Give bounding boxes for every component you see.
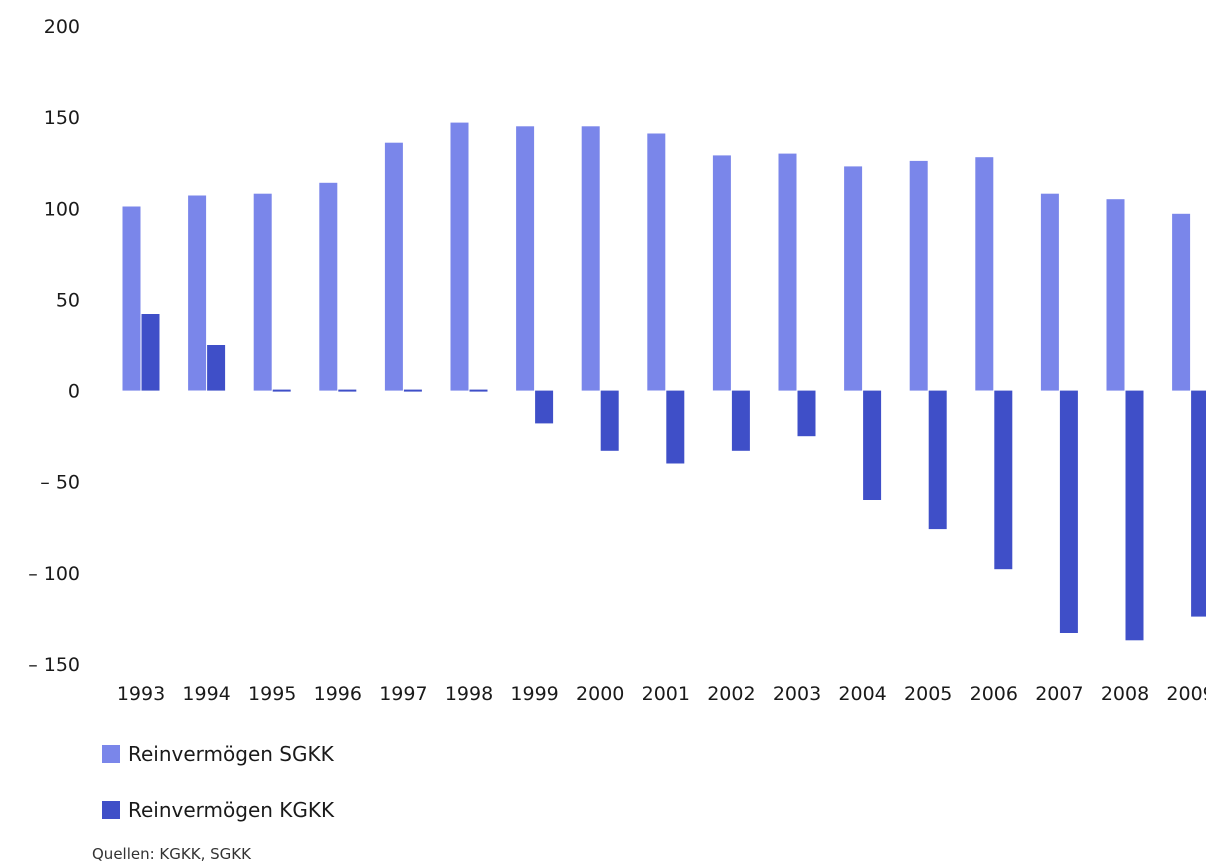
x-tick-label: 1998: [445, 683, 493, 705]
y-tick-label: – 50: [40, 472, 80, 494]
x-tick-label: 2009: [1166, 683, 1206, 705]
bar-kgkk-1993: [141, 314, 160, 391]
y-tick-label: 50: [56, 289, 80, 311]
bar-sgkk-2007: [1040, 193, 1059, 391]
bar-kgkk-1999: [535, 390, 554, 424]
bar-kgkk-2001: [666, 390, 685, 464]
bar-sgkk-1995: [253, 193, 272, 391]
x-tick-label: 1999: [510, 683, 558, 705]
bar-sgkk-2000: [581, 126, 600, 391]
bar-sgkk-1994: [188, 195, 207, 391]
bar-kgkk-1996: [338, 389, 357, 392]
y-tick-label: 100: [44, 198, 80, 220]
y-tick-label: 150: [44, 107, 80, 129]
bar-kgkk-2004: [863, 390, 882, 500]
y-tick-label: – 150: [28, 654, 80, 676]
x-tick-label: 1993: [117, 683, 165, 705]
y-tick-label: 200: [44, 16, 80, 38]
bar-sgkk-2003: [778, 153, 797, 391]
bar-kgkk-2008: [1125, 390, 1144, 641]
bar-kgkk-1998: [469, 389, 488, 392]
bar-kgkk-2006: [994, 390, 1013, 570]
legend-swatch-kgkk: [102, 801, 120, 819]
bar-kgkk-2003: [797, 390, 816, 437]
x-axis-ticks: 1993 1994 1995 1996 1997 1998 1999 2000 2001 2002…: [117, 683, 1206, 705]
bar-sgkk-1999: [516, 126, 535, 391]
legend-item-sgkk: Reinvermögen SGKK: [102, 738, 334, 770]
legend-label-sgkk: Reinvermögen SGKK: [128, 742, 334, 766]
bar-sgkk-1996: [319, 182, 338, 391]
bar-sgkk-2002: [712, 155, 731, 391]
chart-bars: [122, 122, 1206, 641]
bar-sgkk-2006: [975, 157, 994, 391]
x-tick-label: 2000: [576, 683, 624, 705]
x-tick-label: 2003: [773, 683, 821, 705]
x-tick-label: 1997: [379, 683, 427, 705]
x-tick-label: 2004: [838, 683, 886, 705]
bar-sgkk-2001: [647, 133, 666, 391]
bar-sgkk-2008: [1106, 199, 1125, 391]
x-tick-label: 2006: [970, 683, 1018, 705]
bar-kgkk-2002: [731, 390, 750, 451]
bar-kgkk-1995: [272, 389, 291, 392]
bar-kgkk-1997: [403, 389, 422, 392]
x-tick-label: 2002: [707, 683, 755, 705]
y-tick-label: – 100: [28, 563, 80, 585]
x-tick-label: 2001: [642, 683, 690, 705]
x-tick-label: 1994: [182, 683, 230, 705]
bar-kgkk-1994: [207, 345, 226, 391]
bar-kgkk-2007: [1059, 390, 1078, 633]
x-tick-label: 2007: [1035, 683, 1083, 705]
legend: Reinvermögen SGKK Reinvermögen KGKK: [102, 738, 334, 850]
y-tick-label: 0: [68, 381, 80, 403]
x-tick-label: 1996: [314, 683, 362, 705]
source-note: Quellen: KGKK, SGKK: [92, 845, 251, 863]
bar-kgkk-2009: [1191, 390, 1206, 617]
bar-sgkk-1997: [384, 142, 403, 391]
legend-label-kgkk: Reinvermögen KGKK: [128, 798, 335, 822]
bar-kgkk-2005: [928, 390, 947, 530]
bar-kgkk-2000: [600, 390, 619, 451]
bar-sgkk-2009: [1172, 213, 1191, 391]
bar-sgkk-2005: [909, 160, 928, 391]
bar-sgkk-2004: [844, 166, 863, 391]
x-tick-label: 2005: [904, 683, 952, 705]
bar-sgkk-1993: [122, 206, 141, 391]
x-tick-label: 1995: [248, 683, 296, 705]
bar-sgkk-1998: [450, 122, 469, 391]
legend-item-kgkk: Reinvermögen KGKK: [102, 794, 334, 826]
legend-swatch-sgkk: [102, 745, 120, 763]
y-axis-ticks: 200 150 100 50 0 – 50 – 100 – 150: [28, 16, 80, 676]
x-tick-label: 2008: [1101, 683, 1149, 705]
